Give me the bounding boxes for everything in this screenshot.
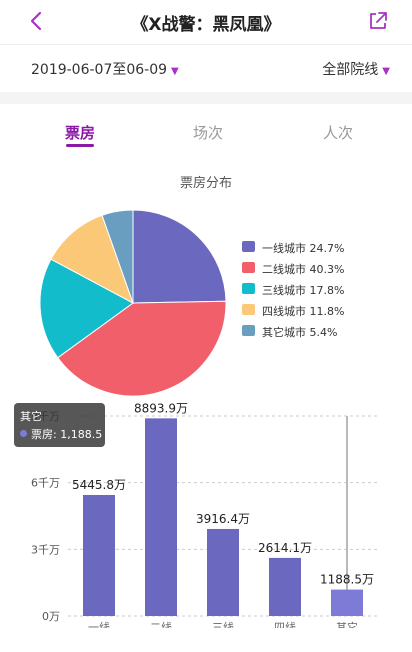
share-icon[interactable] [367,10,389,32]
legend-swatch [242,325,255,336]
chevron-down-icon: ▼ [171,66,179,77]
legend-label: 一线城市 24.7% [262,242,345,255]
bar-chart[interactable]: 0万3千万6千万9千万5445.8万一线8893.9万二线3916.4万三线26… [16,398,396,628]
chevron-down-icon: ▼ [382,66,390,77]
tab-screenings[interactable]: 场次 [192,124,223,142]
metric-tabs: 票房 场次 人次 [0,104,412,156]
bar-3[interactable] [207,528,239,616]
x-tick-label: 三线 [212,620,234,628]
bar-2[interactable] [145,418,177,616]
header-bar: 《X战警：黑凤凰》 [0,0,412,45]
legend-swatch [242,304,255,315]
bar-value-label: 1188.5万 [320,573,374,587]
cinema-chain-selector[interactable]: 全部院线 ▼ [322,59,390,79]
y-tick-label: 3千万 [31,543,60,556]
bar-1[interactable] [83,494,115,616]
chart-card: 票房分布 一线城市 24.7% 二线城市 40.3% 三线城市 17.8% 四线城市 … [16,160,396,648]
pie-slice-3[interactable] [39,258,134,359]
tab-box-office[interactable]: 票房 [64,124,95,142]
chevron-left-icon[interactable] [26,10,48,32]
pie-chart-title: 票房分布 [179,176,232,191]
y-tick-label: 6千万 [31,477,60,490]
pie-slice-2[interactable] [57,300,227,397]
section-divider [0,92,412,104]
bar-5[interactable] [331,589,363,616]
x-tick-label: 其它 [336,620,358,628]
legend-label: 其它城市 5.4% [262,326,338,339]
y-tick-label: 0万 [42,610,60,623]
cinema-chain-label: 全部院线 [322,62,379,78]
tooltip-title: 其它 [20,410,42,423]
bar-value-label: 5445.8万 [72,478,126,492]
legend-label: 四线城市 11.8% [262,305,345,318]
legend-swatch [242,283,255,294]
date-range-selector[interactable]: 2019-06-07至06-09 ▼ [31,59,179,79]
active-tab-indicator [66,144,94,147]
tooltip-series-dot [20,430,27,437]
pie-slice-5[interactable] [101,209,134,304]
x-tick-label: 一线 [88,620,110,628]
date-range-label: 2019-06-07至06-09 [31,62,168,78]
x-tick-label: 二线 [150,620,172,628]
page-title: 《X战警：黑凤凰》 [131,15,281,35]
chart-tooltip: 其它 票房: 1,188.5 [14,403,105,447]
legend-label: 二线城市 40.3% [262,263,345,276]
pie-slice-4[interactable] [50,214,134,305]
pie-slice-1[interactable] [132,209,227,304]
tooltip-value: 票房: 1,188.5 [31,428,103,441]
legend-swatch [242,241,255,252]
bar-value-label: 2614.1万 [258,541,312,555]
legend-swatch [242,262,255,273]
tab-admissions[interactable]: 人次 [322,124,353,142]
x-tick-label: 四线 [274,620,296,628]
bar-4[interactable] [269,557,301,616]
pie-chart[interactable] [38,208,228,398]
bar-value-label: 8893.9万 [134,401,188,415]
legend-label: 三线城市 17.8% [262,284,345,297]
bar-value-label: 3916.4万 [196,512,250,526]
filter-bar: 2019-06-07至06-09 ▼ 全部院线 ▼ [0,44,412,92]
